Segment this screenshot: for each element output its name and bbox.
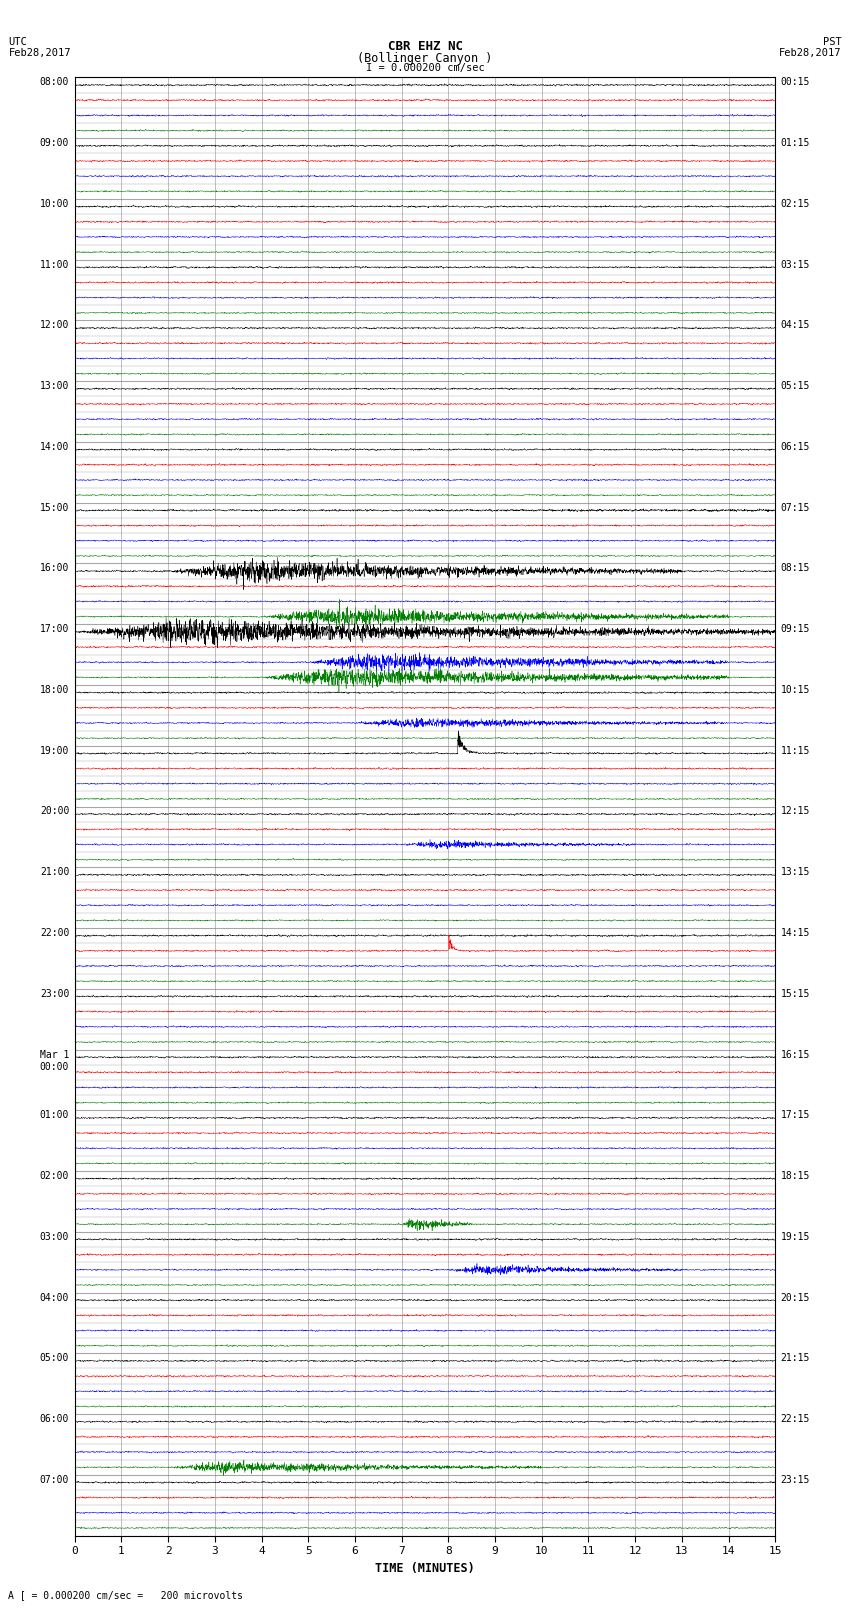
Text: 04:00: 04:00 <box>40 1292 69 1303</box>
Text: 13:00: 13:00 <box>40 381 69 392</box>
Text: 13:15: 13:15 <box>781 868 810 877</box>
Text: 19:15: 19:15 <box>781 1232 810 1242</box>
Text: 01:00: 01:00 <box>40 1110 69 1121</box>
Text: 17:15: 17:15 <box>781 1110 810 1121</box>
Text: 02:15: 02:15 <box>781 198 810 210</box>
Text: 00:00: 00:00 <box>40 1061 69 1073</box>
Text: UTC: UTC <box>8 37 27 47</box>
Text: 21:00: 21:00 <box>40 868 69 877</box>
Text: 20:00: 20:00 <box>40 806 69 816</box>
Text: 14:15: 14:15 <box>781 927 810 939</box>
Text: Feb28,2017: Feb28,2017 <box>8 48 71 58</box>
Text: 01:15: 01:15 <box>781 139 810 148</box>
Text: CBR EHZ NC: CBR EHZ NC <box>388 40 462 53</box>
Text: 21:15: 21:15 <box>781 1353 810 1363</box>
Text: 12:00: 12:00 <box>40 321 69 331</box>
Text: 05:00: 05:00 <box>40 1353 69 1363</box>
Text: 00:15: 00:15 <box>781 77 810 87</box>
Text: 07:00: 07:00 <box>40 1474 69 1486</box>
Text: 08:00: 08:00 <box>40 77 69 87</box>
Text: 15:15: 15:15 <box>781 989 810 998</box>
Text: 04:15: 04:15 <box>781 321 810 331</box>
Text: 02:00: 02:00 <box>40 1171 69 1181</box>
Text: 03:15: 03:15 <box>781 260 810 269</box>
Text: 23:15: 23:15 <box>781 1474 810 1486</box>
Text: (Bollinger Canyon ): (Bollinger Canyon ) <box>357 52 493 65</box>
Text: 08:15: 08:15 <box>781 563 810 574</box>
Text: 22:15: 22:15 <box>781 1415 810 1424</box>
Text: 06:00: 06:00 <box>40 1415 69 1424</box>
Text: 18:00: 18:00 <box>40 686 69 695</box>
Text: 07:15: 07:15 <box>781 503 810 513</box>
Text: 14:00: 14:00 <box>40 442 69 452</box>
Text: 10:00: 10:00 <box>40 198 69 210</box>
Text: 15:00: 15:00 <box>40 503 69 513</box>
Text: A [ = 0.000200 cm/sec =   200 microvolts: A [ = 0.000200 cm/sec = 200 microvolts <box>8 1590 243 1600</box>
Text: 09:15: 09:15 <box>781 624 810 634</box>
X-axis label: TIME (MINUTES): TIME (MINUTES) <box>375 1561 475 1574</box>
Text: 11:15: 11:15 <box>781 745 810 756</box>
Text: 06:15: 06:15 <box>781 442 810 452</box>
Text: 17:00: 17:00 <box>40 624 69 634</box>
Text: 10:15: 10:15 <box>781 686 810 695</box>
Text: 23:00: 23:00 <box>40 989 69 998</box>
Text: Feb28,2017: Feb28,2017 <box>779 48 842 58</box>
Text: 19:00: 19:00 <box>40 745 69 756</box>
Text: Mar 1: Mar 1 <box>40 1050 69 1060</box>
Text: 16:00: 16:00 <box>40 563 69 574</box>
Text: 03:00: 03:00 <box>40 1232 69 1242</box>
Text: 18:15: 18:15 <box>781 1171 810 1181</box>
Text: PST: PST <box>823 37 842 47</box>
Text: 09:00: 09:00 <box>40 139 69 148</box>
Text: 16:15: 16:15 <box>781 1050 810 1060</box>
Text: 05:15: 05:15 <box>781 381 810 392</box>
Text: 22:00: 22:00 <box>40 927 69 939</box>
Text: 11:00: 11:00 <box>40 260 69 269</box>
Text: 20:15: 20:15 <box>781 1292 810 1303</box>
Text: I = 0.000200 cm/sec: I = 0.000200 cm/sec <box>366 63 484 73</box>
Text: 12:15: 12:15 <box>781 806 810 816</box>
